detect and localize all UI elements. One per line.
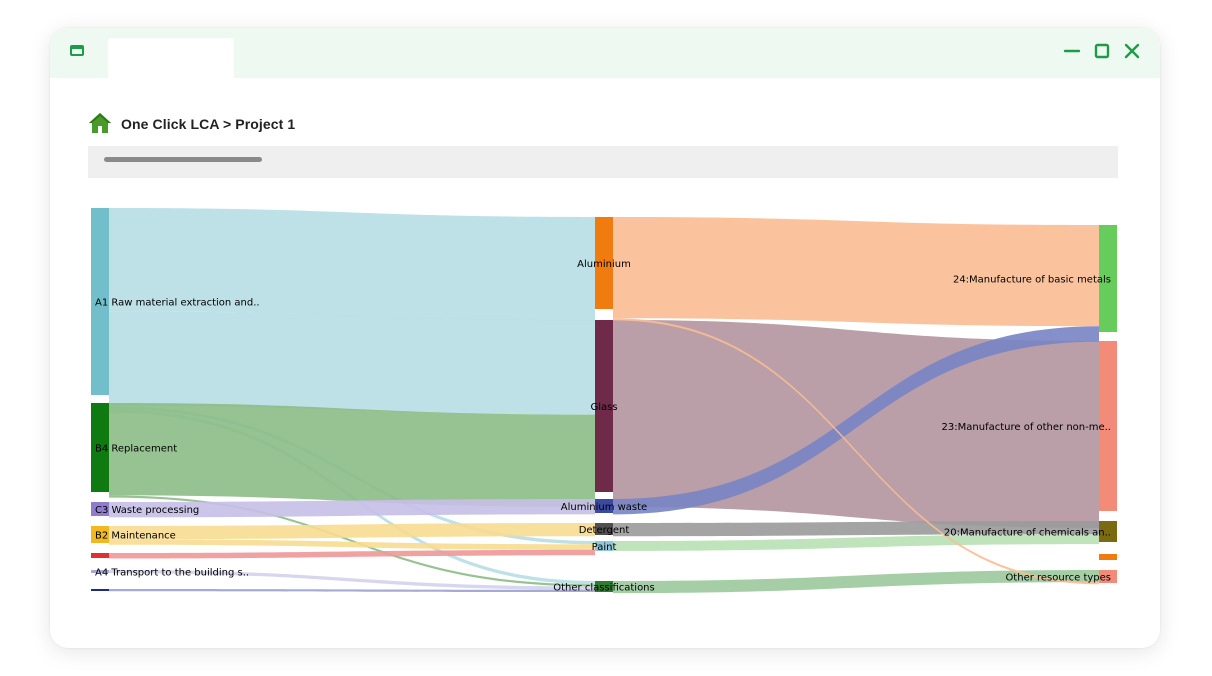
sankey-link-c3-alw[interactable]	[109, 499, 595, 518]
sankey-link-paint-m20[interactable]	[613, 534, 1099, 551]
sankey-node-othc[interactable]	[595, 581, 613, 592]
sankey-label-alu: Aluminium	[577, 259, 631, 270]
sankey-label-c3: C3 Waste processing	[95, 505, 199, 516]
sankey-label-m23: 23:Manufacture of other non-me..	[942, 422, 1111, 433]
sankey-node-glass[interactable]	[595, 320, 613, 492]
sankey-link-othc-ort[interactable]	[613, 570, 1099, 594]
sankey-label-a4: A4 Transport to the building s..	[95, 568, 249, 579]
sankey-label-a1: A1 Raw material extraction and..	[95, 298, 260, 309]
sankey-node-a1[interactable]	[91, 208, 109, 395]
sankey-link-b4-glass[interactable]	[109, 403, 595, 507]
sankey-node-det[interactable]	[595, 523, 613, 535]
sankey-label-b4: B4 Replacement	[95, 444, 177, 455]
window-icon	[70, 45, 84, 56]
sankey-node-m24[interactable]	[1099, 225, 1117, 332]
title-bar	[50, 28, 1160, 78]
toolbar-placeholder-bar	[104, 157, 262, 162]
sankey-node-red0[interactable]	[91, 553, 109, 558]
sankey-label-paint: Paint	[592, 542, 617, 553]
sankey-node-m23[interactable]	[1099, 341, 1117, 511]
sankey-node-alw[interactable]	[595, 499, 613, 513]
sankey-link-b4-othc[interactable]	[109, 495, 595, 587]
sankey-label-det: Detergent	[579, 525, 630, 536]
toolbar	[88, 146, 1118, 178]
sankey-node-ort[interactable]	[1099, 570, 1117, 583]
sankey-nodes	[91, 208, 1117, 592]
sankey-link-a1-glass[interactable]	[109, 311, 595, 415]
sankey-label-alw: Aluminium waste	[561, 502, 647, 513]
close-icon[interactable]	[1123, 42, 1141, 60]
sankey-link-alu-ort[interactable]	[613, 318, 1099, 585]
sankey-label-glass: Glass	[590, 402, 617, 413]
home-icon[interactable]	[88, 112, 112, 134]
sankey-node-m20[interactable]	[1099, 521, 1117, 542]
sankey-link-b2-paint[interactable]	[109, 539, 595, 550]
sankey-link-nav0-othc[interactable]	[109, 589, 595, 592]
sankey-link-alu-m24[interactable]	[613, 217, 1099, 327]
sankey-node-c3[interactable]	[91, 502, 109, 516]
sankey-label-othc: Other classifications	[553, 583, 654, 594]
sankey-node-alu[interactable]	[595, 217, 613, 309]
app-window: One Click LCA > Project 1 A1 Raw materia…	[50, 28, 1160, 648]
sankey-node-orange2[interactable]	[1099, 554, 1117, 560]
tab-active[interactable]	[108, 38, 234, 78]
sankey-label-b2: B2 Maintenance	[95, 531, 176, 542]
sankey-link-b2-det[interactable]	[109, 523, 595, 540]
sankey-links	[109, 208, 1099, 594]
sankey-link-alw-m24[interactable]	[613, 326, 1099, 515]
maximize-icon[interactable]	[1093, 42, 1111, 60]
sankey-node-a4[interactable]	[91, 570, 109, 573]
minimize-icon[interactable]	[1063, 42, 1081, 60]
sankey-node-b4[interactable]	[91, 403, 109, 492]
sankey-labels: A1 Raw material extraction and.. B4 Repla…	[95, 259, 1111, 594]
breadcrumb-text[interactable]: One Click LCA > Project 1	[121, 116, 296, 132]
sankey-node-paint[interactable]	[595, 541, 613, 551]
sankey-link-a4-othc[interactable]	[109, 570, 595, 590]
sankey-chart: A1 Raw material extraction and.. B4 Repla…	[91, 208, 1117, 594]
sankey-link-red0-paint[interactable]	[109, 549, 595, 559]
sankey-node-nav0[interactable]	[91, 589, 109, 591]
sankey-link-a1-alu[interactable]	[109, 208, 595, 321]
sankey-node-b2[interactable]	[91, 526, 109, 543]
sankey-label-m24: 24:Manufacture of basic metals	[953, 275, 1111, 286]
sankey-label-ort: Other resource types	[1005, 573, 1111, 584]
sankey-link-det-m20[interactable]	[613, 521, 1099, 537]
sankey-label-m20: 20:Manufacture of chemicals an..	[944, 528, 1111, 539]
